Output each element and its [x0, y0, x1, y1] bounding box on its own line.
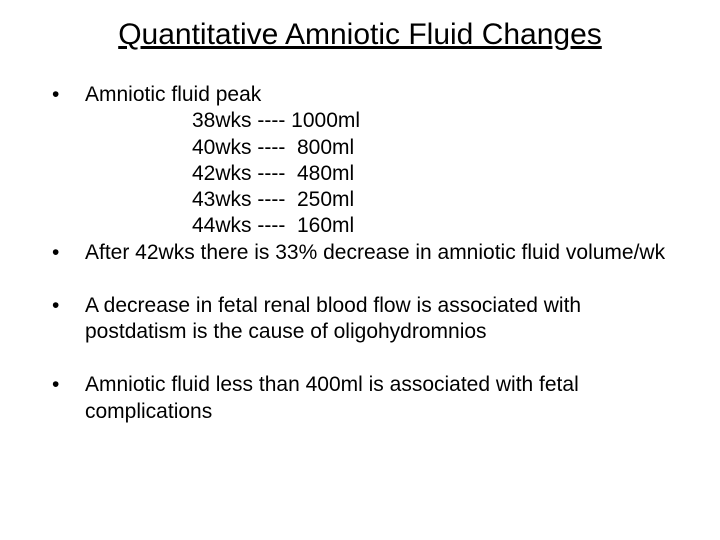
peak-data-list: 38wks ---- 1000ml 40wks ---- 800ml 42wks…: [50, 108, 670, 239]
bullet-item: • Amniotic fluid peak: [50, 82, 670, 108]
peak-row: 44wks ---- 160ml: [192, 213, 670, 239]
bullet-marker: •: [50, 372, 85, 398]
peak-row: 38wks ---- 1000ml: [192, 108, 670, 134]
slide-title: Quantitative Amniotic Fluid Changes: [50, 18, 670, 52]
slide-content: • Amniotic fluid peak 38wks ---- 1000ml …: [50, 82, 670, 425]
peak-row: 43wks ---- 250ml: [192, 187, 670, 213]
bullet-marker: •: [50, 293, 85, 319]
bullet-marker: •: [50, 82, 85, 108]
peak-row: 40wks ---- 800ml: [192, 135, 670, 161]
bullet-text: After 42wks there is 33% decrease in amn…: [85, 240, 670, 266]
bullet-text: Amniotic fluid less than 400ml is associ…: [85, 372, 670, 425]
bullet-marker: •: [50, 240, 85, 266]
bullet-item: • After 42wks there is 33% decrease in a…: [50, 240, 670, 266]
spacer: [50, 266, 670, 293]
bullet-item: • Amniotic fluid less than 400ml is asso…: [50, 372, 670, 425]
bullet-item: • A decrease in fetal renal blood flow i…: [50, 293, 670, 346]
bullet-text: A decrease in fetal renal blood flow is …: [85, 293, 670, 346]
spacer: [50, 345, 670, 372]
peak-row: 42wks ---- 480ml: [192, 161, 670, 187]
bullet-text: Amniotic fluid peak: [85, 82, 670, 108]
